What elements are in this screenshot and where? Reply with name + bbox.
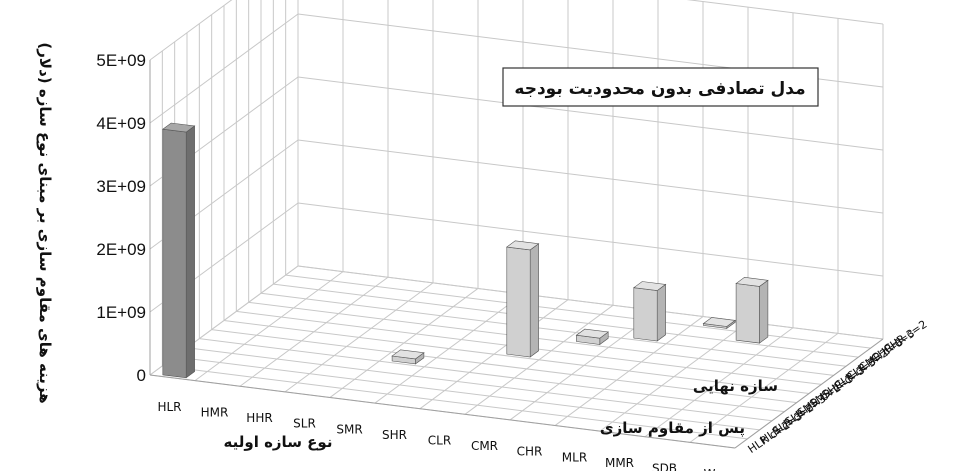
back-wall-grid-line (686, 0, 884, 25)
x-tick-label: MMR (605, 456, 634, 470)
x-tick-label: SLR (293, 417, 316, 431)
bar-side-face (759, 279, 769, 344)
back-wall-grid-line (297, 139, 884, 214)
bar-HLR (162, 122, 196, 379)
floor-grid-line (260, 292, 847, 367)
x-tick-label: HHR (246, 411, 272, 425)
bar-SMR (391, 349, 425, 365)
y-tick-label: 0 (137, 366, 146, 385)
floor-grid-line (273, 283, 859, 358)
floor-grid-line (199, 338, 785, 413)
floor-grid-line (223, 320, 810, 394)
y-tick-label: 3E+09 (96, 177, 146, 196)
bar-MMR (735, 276, 769, 344)
x-tick-label: CLR (428, 434, 451, 448)
chart-grid (149, 0, 884, 449)
floor-grid-line (162, 365, 748, 440)
x-tick-label: MLR (562, 450, 587, 464)
bar-front-face (633, 287, 658, 342)
floor-grid-line (285, 274, 871, 349)
x-tick-label: SMR (336, 422, 362, 436)
chart-title: مدل تصادفی بدون محدودیت بودجه (514, 79, 805, 99)
x-tick-label: CHR (517, 445, 543, 459)
floor-grid-line (174, 356, 760, 431)
bar-MLR (702, 317, 736, 329)
bar-CHR (633, 281, 667, 342)
x-axis-title: نوع سازه اولیه (224, 433, 333, 451)
x-tick-label: HMR (201, 405, 229, 419)
bar-top-face (702, 317, 736, 327)
bar-top-face (162, 122, 196, 133)
bar-side-face (529, 243, 539, 358)
bar-top-face (735, 276, 769, 287)
bar-top-face (391, 349, 425, 360)
chart-title-frame (502, 67, 819, 107)
back-wall-grid-line (297, 76, 884, 151)
y-tick-label: 2E+09 (96, 240, 146, 259)
chart-bars (162, 122, 769, 379)
x-tick-label: W (704, 467, 716, 471)
x-tick-label: HLR (157, 400, 181, 414)
bar-CLR (506, 240, 540, 358)
bar-front-face (506, 246, 531, 358)
bar-top-face (575, 328, 609, 339)
axis-edge (734, 338, 884, 449)
back-wall-grid-line (297, 202, 884, 277)
x-tick-label: CMR (471, 439, 498, 453)
floor-grid-line (211, 329, 797, 404)
bar-front-face (735, 283, 760, 344)
z-axis-title-line1: سازه نهایی (693, 377, 778, 395)
floor-grid-line (248, 301, 834, 376)
chart-title-box: مدل تصادفی بدون محدودیت بودجه (502, 67, 819, 107)
y-tick-label: 5E+09 (96, 51, 146, 70)
bar-front-face (162, 128, 187, 379)
y-axis-title: هزینه های مقاوم سازی بر مبنای نوع سازه (… (36, 42, 54, 403)
y-tick-label: 4E+09 (96, 114, 146, 133)
z-axis-title-line2: پس از مقاوم سازی (600, 419, 745, 438)
floor-grid-line (186, 347, 773, 422)
x-tick-label: SDB (652, 462, 677, 471)
bar-side-face (656, 283, 666, 342)
back-wall-grid-line (297, 265, 884, 340)
depth-tick-label: CHR c=2 (881, 318, 929, 356)
bar-top-face (633, 281, 667, 291)
y-tick-label: 1E+09 (96, 303, 146, 322)
x-tick-label: SHR (382, 428, 407, 442)
bar-side-face (185, 125, 195, 379)
bar-top-face (506, 240, 540, 251)
axis-edge (149, 374, 736, 449)
bar-CMR (575, 328, 609, 346)
